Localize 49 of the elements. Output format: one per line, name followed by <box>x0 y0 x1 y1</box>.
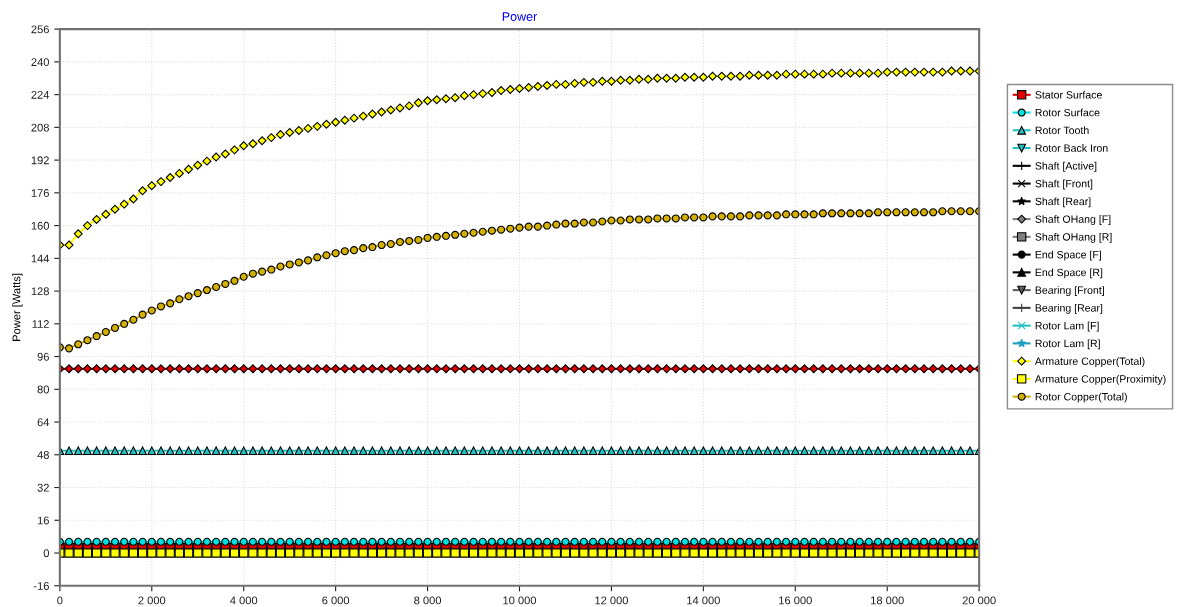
y-tick-label: 16 <box>37 516 49 525</box>
x-tick-label: 8 000 <box>414 596 442 605</box>
legend-label: Rotor Lam [R] <box>1035 339 1100 350</box>
legend-label: Shaft [Front] <box>1035 179 1093 190</box>
y-tick-label: 32 <box>37 483 49 492</box>
legend-label: Shaft [Rear] <box>1035 197 1091 208</box>
y-tick-label: 224 <box>31 90 50 99</box>
legend-label: Shaft OHang [R] <box>1035 232 1112 243</box>
y-tick-label: 112 <box>32 320 49 328</box>
y-tick-label: 64 <box>37 418 50 427</box>
x-tick-label: 6 000 <box>322 596 350 605</box>
y-axis-title: Power [Watts] <box>12 273 23 341</box>
x-tick-label: 12 000 <box>595 596 628 605</box>
y-tick-label: 240 <box>31 58 49 67</box>
x-tick-label: 0 <box>57 596 63 605</box>
x-tick-label: 20 000 <box>962 596 996 605</box>
legend-label: Bearing [Front] <box>1035 286 1104 296</box>
y-tick-label: 80 <box>37 385 49 394</box>
legend-label: Rotor Tooth <box>1035 126 1089 135</box>
y-tick-label: 128 <box>31 287 49 296</box>
y-tick-label: -16 <box>33 582 49 590</box>
legend-label: Shaft [Active] <box>1035 161 1097 172</box>
y-tick-label: 176 <box>31 189 49 197</box>
legend-label: Stator Surface <box>1035 90 1102 99</box>
y-tick-label: 160 <box>31 221 49 230</box>
legend-label: Armature Copper(Total) <box>1034 357 1145 368</box>
legend-label: Bearing [Rear] <box>1035 303 1103 314</box>
y-tick-label: 208 <box>31 123 49 132</box>
y-tick-label: 192 <box>31 156 49 165</box>
x-tick-label: 4 000 <box>230 596 258 605</box>
x-tick-label: 14 000 <box>687 596 720 605</box>
legend-label: Rotor Back Iron <box>1035 144 1108 152</box>
legend-label: Rotor Lam [F] <box>1035 321 1099 332</box>
chart-title: Power <box>502 12 538 21</box>
legend-label: End Space [R] <box>1035 268 1103 279</box>
y-tick-label: 0 <box>43 549 49 558</box>
x-tick-label: 10 000 <box>503 596 537 605</box>
legend-label: Rotor Surface <box>1035 108 1100 117</box>
y-tick-label: 48 <box>37 451 49 459</box>
y-tick-label: 256 <box>31 25 49 34</box>
y-tick-label: 144 <box>31 254 50 263</box>
legend-label: Rotor Copper(Total) <box>1035 392 1127 403</box>
x-tick-label: 16 000 <box>779 596 812 605</box>
y-tick-label: 96 <box>37 352 49 361</box>
legend-label: End Space [F] <box>1035 250 1101 261</box>
x-tick-label: 18 000 <box>871 596 904 605</box>
legend-label: Shaft OHang [F] <box>1035 215 1111 225</box>
legend-label: Armature Copper(Proximity) <box>1034 374 1166 385</box>
x-tick-label: 2 000 <box>138 596 166 605</box>
